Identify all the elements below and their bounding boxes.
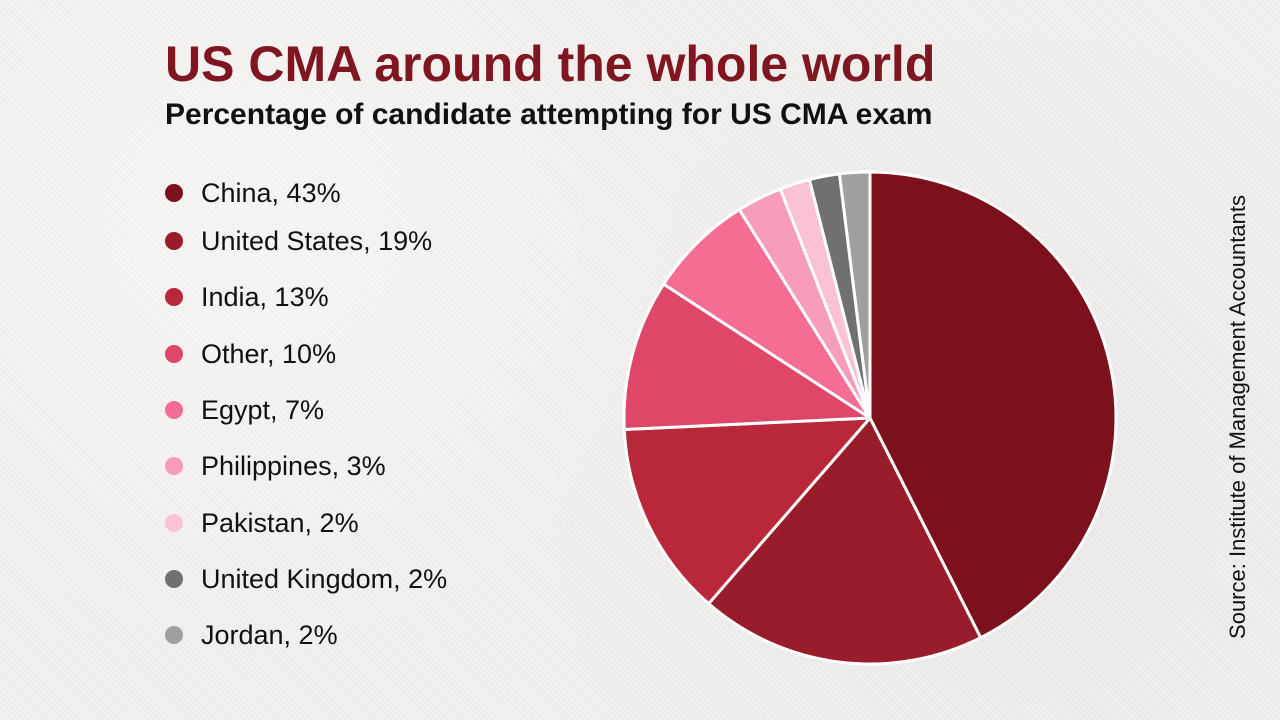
legend-dot-philippines <box>165 457 183 476</box>
legend-dot-united-kingdom <box>165 569 183 588</box>
pie-chart <box>622 168 1122 668</box>
legend-label-china: China, 43% <box>201 178 341 208</box>
legend-item-jordan: Jordan, 2% <box>165 607 447 663</box>
legend-item-united-states: United States, 19% <box>165 213 447 269</box>
pie-slice-egypt <box>662 208 872 420</box>
legend-item-other: Other, 10% <box>165 326 447 382</box>
legend-item-egypt: Egypt, 7% <box>165 382 447 438</box>
legend-dot-pakistan <box>165 513 183 532</box>
legend-dot-egypt <box>165 401 183 420</box>
chart-subtitle: Percentage of candidate attempting for U… <box>165 98 933 131</box>
legend-item-pakistan: Pakistan, 2% <box>165 494 447 550</box>
legend-label-egypt: Egypt, 7% <box>201 395 325 426</box>
legend-label-jordan: Jordan, 2% <box>201 620 338 651</box>
legend-dot-united-states <box>165 232 183 251</box>
chart-title: US CMA around the whole world <box>165 36 936 92</box>
legend-dot-jordan <box>165 626 183 645</box>
legend-dot-india <box>165 288 183 307</box>
pie-slice-other <box>622 282 872 431</box>
legend-item-india: India, 13% <box>165 269 447 325</box>
pie-chart-svg <box>622 170 1118 666</box>
pie-slice-jordan <box>837 170 872 420</box>
pie-slice-china <box>868 170 1118 640</box>
source-note: Source: Institute of Management Accounta… <box>1225 195 1250 639</box>
legend-label-other: Other, 10% <box>201 338 337 369</box>
legend-label-united-kingdom: United Kingdom, 2% <box>201 563 448 594</box>
legend-item-united-kingdom: United Kingdom, 2% <box>165 551 447 607</box>
legend-label-philippines: Philippines, 3% <box>201 451 386 482</box>
legend: China, 43% United States, 19% India, 13%… <box>165 173 447 663</box>
pie-slice-united-states <box>707 416 983 666</box>
legend-label-united-states: United States, 19% <box>201 226 433 257</box>
legend-label-pakistan: Pakistan, 2% <box>201 507 359 538</box>
legend-label-india: India, 13% <box>201 282 329 313</box>
pie-slice-india <box>622 416 872 606</box>
legend-item-china: China, 43% <box>165 173 447 213</box>
legend-dot-other <box>165 344 183 363</box>
legend-item-philippines: Philippines, 3% <box>165 438 447 494</box>
legend-dot-china <box>165 184 183 202</box>
